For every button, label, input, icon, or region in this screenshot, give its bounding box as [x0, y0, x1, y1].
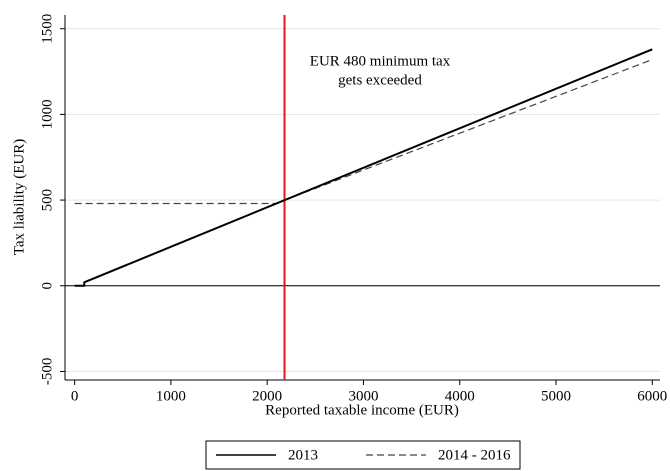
annotation: EUR 480 minimum tax — [310, 53, 451, 69]
legend-label: 2013 — [288, 447, 318, 463]
y-tick-label: -500 — [39, 358, 55, 386]
x-axis-title: Reported taxable income (EUR) — [265, 402, 459, 418]
x-tick-label: 6000 — [637, 388, 667, 404]
legend-label: 2014 - 2016 — [438, 447, 511, 463]
x-tick-label: 4000 — [445, 388, 475, 404]
x-tick-label: 3000 — [348, 388, 378, 404]
x-tick-label: 1000 — [156, 388, 186, 404]
x-tick-label: 0 — [71, 388, 79, 404]
y-tick-label: 0 — [39, 282, 55, 290]
series-line — [74, 48, 653, 287]
y-tick-label: 500 — [39, 189, 55, 212]
annotation: gets exceeded — [338, 72, 422, 88]
y-tick-label: 1500 — [39, 14, 55, 44]
y-axis-title: Tax liability (EUR) — [11, 139, 27, 255]
x-tick-label: 5000 — [541, 388, 571, 404]
x-tick-label: 2000 — [252, 388, 282, 404]
y-tick-label: 1000 — [39, 99, 55, 129]
